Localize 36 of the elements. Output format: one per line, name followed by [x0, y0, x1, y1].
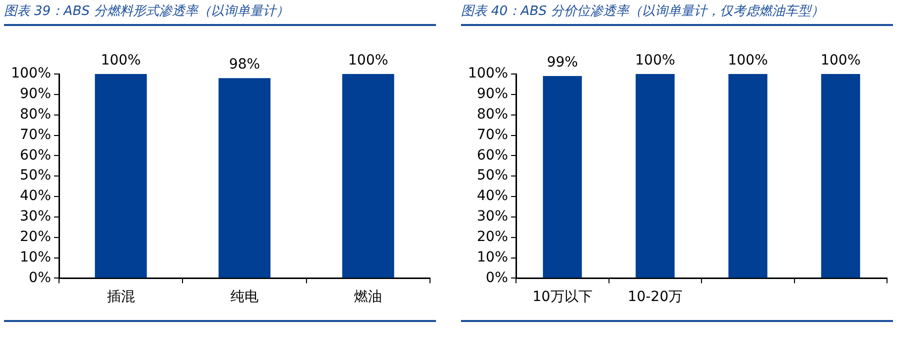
data-label: 98% — [228, 56, 260, 73]
data-label: 100% — [635, 52, 676, 69]
y-tick-label: 80% — [476, 106, 508, 122]
y-tick-label: 30% — [20, 208, 52, 225]
data-label: 100% — [348, 52, 388, 69]
y-tick-label: 80% — [20, 106, 52, 122]
data-label: 99% — [546, 54, 578, 71]
y-tick-label: 50% — [476, 168, 508, 184]
y-tick-label: 10% — [476, 249, 508, 266]
data-label: 100% — [820, 52, 861, 69]
y-tick-label: 100% — [468, 66, 508, 82]
data-label: 100% — [100, 52, 141, 69]
y-tick-label: 90% — [20, 86, 52, 102]
y-tick-label: 90% — [476, 86, 508, 102]
y-tick-label: 100% — [10, 66, 52, 82]
y-tick-label: 70% — [20, 126, 52, 143]
y-tick-label: 30% — [476, 208, 508, 225]
y-tick-label: 0% — [28, 270, 52, 286]
x-tick-label: 10万以下 — [532, 289, 592, 306]
y-tick-label: 10% — [20, 249, 52, 266]
y-tick-label: 20% — [20, 229, 52, 245]
x-tick-label: 燃油 — [354, 289, 382, 306]
chart-title: 图表 39：ABS 分燃料形式渗透率（以询单量计） — [4, 0, 436, 26]
x-tick-label: 10-20万 — [628, 289, 682, 306]
y-tick-label: 20% — [476, 229, 508, 245]
x-tick-label: 插混 — [106, 289, 135, 306]
y-tick-label: 40% — [476, 188, 508, 204]
y-tick-label: 70% — [476, 126, 508, 143]
y-tick-label: 60% — [476, 147, 508, 164]
y-tick-label: 40% — [20, 188, 52, 204]
data-label: 100% — [728, 52, 768, 69]
y-tick-label: 50% — [20, 168, 52, 184]
y-tick-label: 0% — [486, 270, 508, 286]
y-tick-label: 60% — [20, 147, 52, 164]
x-tick-label: 纯电 — [230, 289, 259, 306]
chart-title: 图表 40：ABS 分价位渗透率（以询单量计，仅考虑燃油车型） — [461, 0, 893, 26]
